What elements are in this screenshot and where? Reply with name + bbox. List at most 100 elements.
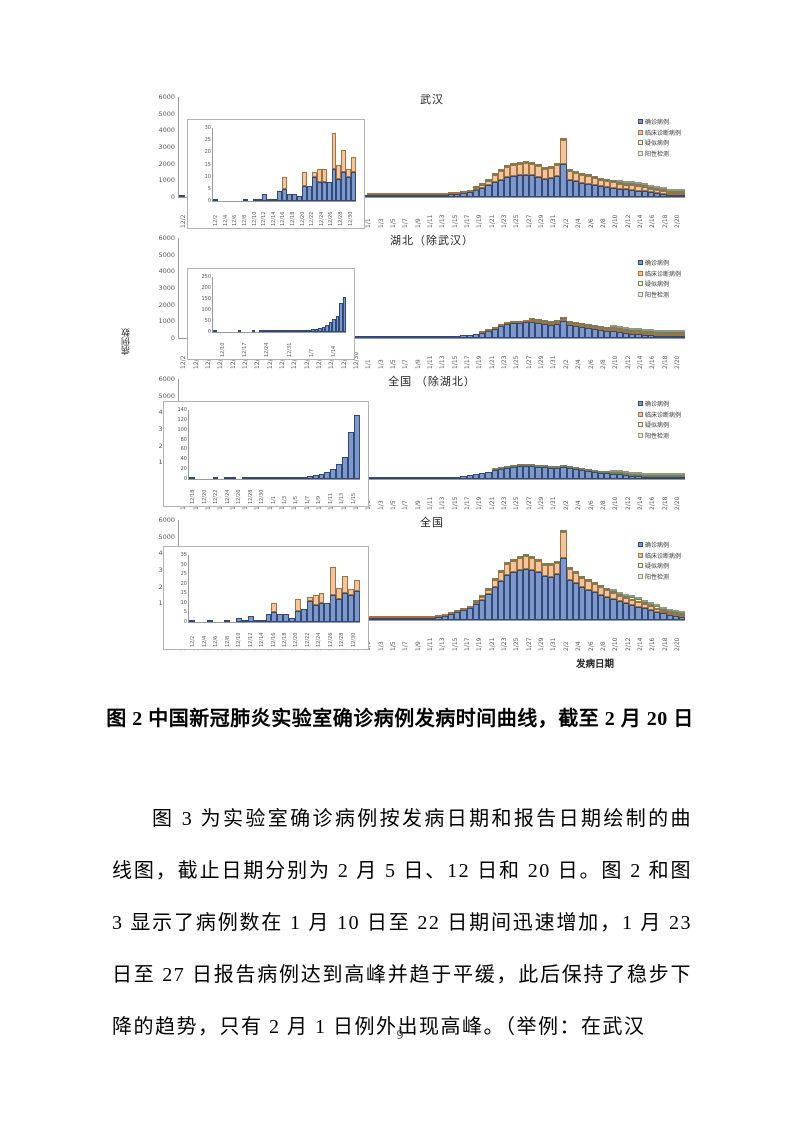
legend-label: 疑似病例 [644, 422, 669, 429]
inset-y-tick-label: 60 [180, 446, 187, 453]
bar-segment-confirmed [306, 186, 312, 201]
inset-x-tick: 1/1 [270, 495, 277, 504]
bar-segment-confirmed [466, 191, 473, 197]
bar-segment-suspected [622, 473, 629, 475]
bar [269, 277, 273, 332]
bar-segment-confirmed [679, 617, 686, 620]
bar-segment-suspected [666, 332, 673, 334]
bar-segment-confirmed [404, 477, 411, 479]
inset-y-tick-label: 80 [180, 436, 187, 443]
bar-segment-positive [610, 325, 617, 328]
bar-segment-confirmed [591, 328, 598, 338]
bar [422, 238, 429, 338]
bar-segment-confirmed [647, 476, 654, 479]
bar-segment-clinical [647, 606, 654, 610]
bar [547, 238, 554, 338]
bar-segment-confirmed [472, 604, 479, 620]
bar [295, 410, 301, 479]
legend-swatch-icon [637, 270, 643, 276]
bar-segment-confirmed [325, 324, 329, 332]
legend-label: 确诊病例 [644, 119, 669, 126]
bar [366, 97, 373, 197]
bar [267, 128, 273, 201]
bar [591, 97, 598, 197]
bar-segment-confirmed [404, 618, 411, 620]
bar-segment-confirmed [485, 471, 492, 479]
bar-segment-confirmed [366, 336, 373, 338]
inset-y-tick-label: 30 [180, 561, 187, 568]
x-tick: 2/18 [661, 637, 669, 651]
x-tick: 1/9 [414, 500, 422, 510]
legend-label: 临床诊断病例 [644, 552, 681, 560]
bar-segment-confirmed [510, 467, 517, 479]
bar-segment-clinical [666, 192, 673, 195]
bar-segment-clinical [566, 171, 573, 181]
bar-segment-clinical [647, 188, 654, 192]
inset-x-tick: 12/6 [213, 635, 220, 647]
bar-segment-positive [629, 327, 636, 330]
x-tick: 1/13 [439, 496, 447, 510]
bar-segment-confirmed [277, 477, 284, 479]
bar-segment-confirmed [504, 467, 511, 479]
inset-y-tick-label: 40 [180, 456, 187, 463]
bar-segment-clinical [629, 331, 636, 334]
bar [604, 238, 611, 338]
bar-segment-clinical [312, 595, 319, 605]
bar-segment-confirmed [547, 324, 554, 338]
bar [591, 238, 598, 338]
bar [435, 97, 442, 197]
bar-segment-confirmed [435, 336, 442, 338]
bar-segment-suspected [554, 163, 561, 166]
inset-y-tick-label: 0 [207, 329, 211, 335]
bar-segment-suspected [554, 320, 561, 323]
bar-segment-confirmed [572, 469, 579, 479]
bar-segment-positive [672, 473, 679, 475]
inset-x-tick: 12/26 [327, 632, 334, 647]
bar-segment-confirmed [460, 335, 467, 338]
bar [422, 520, 429, 620]
bar-segment-clinical [635, 332, 642, 335]
bar-segment-confirmed [179, 195, 186, 197]
bar [391, 238, 398, 338]
bar-segment-suspected [516, 464, 523, 467]
x-tick: 1/21 [488, 637, 496, 651]
bar-segment-confirmed [647, 335, 654, 338]
bar-segment-suspected [604, 471, 611, 474]
bar [604, 97, 611, 197]
bar-segment-suspected [616, 593, 623, 596]
figure-caption: 图 2 中国新冠肺炎实验室确诊病例发病时间曲线，截至 2 月 20 日 [106, 708, 694, 730]
x-tick: 1/23 [501, 355, 509, 369]
bar [554, 520, 561, 620]
bar-segment-clinical [397, 193, 404, 195]
bar [422, 97, 429, 197]
bar-segment-confirmed [410, 477, 417, 479]
bar [616, 238, 623, 338]
bar-segment-positive [616, 326, 623, 329]
bar-segment-confirmed [585, 589, 592, 620]
bar [579, 97, 586, 197]
bar [277, 128, 283, 201]
bar-segment-confirmed [289, 618, 296, 622]
bar [566, 379, 573, 479]
bar [301, 128, 307, 201]
bar [321, 277, 325, 332]
bar-segment-confirmed [466, 475, 473, 479]
bar [271, 410, 278, 479]
bar-segment-clinical [397, 616, 404, 618]
bar-segment-clinical [554, 562, 561, 575]
legend-label: 确诊病例 [644, 260, 669, 267]
bar-segment-clinical [485, 589, 492, 594]
bar-segment-suspected [622, 329, 629, 331]
bar-segment-confirmed [566, 579, 573, 620]
bar [289, 555, 296, 622]
inset-y-tick-label: 200 [201, 285, 211, 291]
y-tick-label: 3000 [158, 143, 175, 151]
bar-segment-confirmed [666, 477, 673, 479]
bar [346, 128, 352, 201]
bar-segment-clinical [610, 329, 617, 332]
x-tick: 2/18 [661, 355, 669, 369]
bar-segment-clinical [410, 616, 417, 618]
bar [341, 128, 347, 201]
bar-segment-clinical [604, 328, 611, 331]
bar-segment-clinical [342, 576, 349, 594]
